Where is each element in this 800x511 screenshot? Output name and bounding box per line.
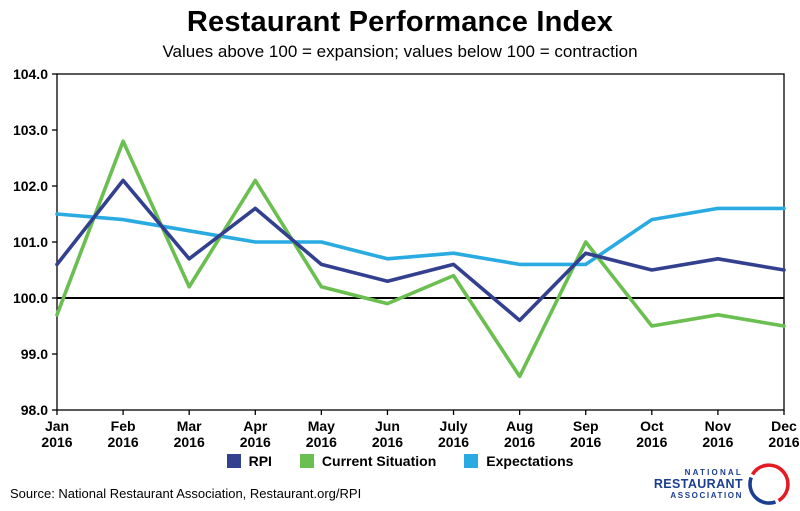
page-title: Restaurant Performance Index <box>186 6 614 38</box>
logo-line-restaurant: RESTAURANT <box>653 476 743 491</box>
legend-swatch <box>226 454 241 468</box>
logo-blue-arc <box>748 476 777 505</box>
chart-svg: 98.099.0100.0101.0102.0103.0104.0Jan2016… <box>13 66 800 448</box>
x-tick-year: 2016 <box>504 434 535 448</box>
series-line-current-situation <box>55 139 786 379</box>
y-tick-label: 101.0 <box>13 234 48 250</box>
x-tick-month: Mar <box>177 418 202 434</box>
x-tick-month: Nov <box>705 418 732 434</box>
nra-logo-circle-icon <box>748 463 790 505</box>
x-tick-month: Jun <box>375 418 400 434</box>
x-tick-month: Aug <box>506 418 533 434</box>
x-tick-year: 2016 <box>570 434 601 448</box>
x-tick-year: 2016 <box>41 434 72 448</box>
x-tick-month: Feb <box>111 418 136 434</box>
series-line-expectations <box>55 206 786 267</box>
legend-item: RPI <box>226 453 272 469</box>
x-tick-year: 2016 <box>768 434 799 448</box>
legend-label: Expectations <box>486 453 574 469</box>
y-tick-label: 104.0 <box>13 66 48 82</box>
source-text: Source: National Restaurant Association,… <box>10 486 362 501</box>
nra-logo-text: NATIONAL RESTAURANT ASSOCIATION <box>654 468 743 501</box>
logo-line-national: NATIONAL <box>684 467 743 477</box>
logo-red-arc <box>751 463 790 503</box>
legend-swatch <box>464 454 479 468</box>
y-tick-label: 103.0 <box>13 122 48 138</box>
x-tick-month: Sep <box>573 418 599 434</box>
x-tick-year: 2016 <box>306 434 337 448</box>
footer: Source: National Restaurant Association,… <box>10 461 792 507</box>
plot-frame <box>56 73 785 411</box>
x-tick-year: 2016 <box>240 434 271 448</box>
y-tick-label: 98.0 <box>21 402 48 418</box>
y-tick-label: 99.0 <box>21 346 48 362</box>
x-tick-year: 2016 <box>636 434 667 448</box>
logo-line-association: ASSOCIATION <box>670 491 743 501</box>
x-tick-year: 2016 <box>108 434 139 448</box>
x-tick-year: 2016 <box>174 434 205 448</box>
x-tick-month: July <box>440 418 468 434</box>
x-tick-month: May <box>308 418 335 434</box>
x-tick-month: Apr <box>243 418 268 434</box>
chart-legend: RPI Current Situation Expectations <box>0 450 800 472</box>
x-tick-year: 2016 <box>438 434 469 448</box>
legend-swatch <box>299 454 314 468</box>
x-tick-month: Jan <box>45 418 69 434</box>
legend-label: RPI <box>248 453 272 469</box>
legend-item: Current Situation <box>299 453 437 469</box>
legend-label: Current Situation <box>321 453 437 469</box>
legend-item: Expectations <box>464 453 573 469</box>
y-tick-label: 100.0 <box>13 290 48 306</box>
x-tick-year: 2016 <box>702 434 733 448</box>
y-tick-label: 102.0 <box>13 178 48 194</box>
x-tick-month: Oct <box>640 418 664 434</box>
nra-logo: NATIONAL RESTAURANT ASSOCIATION <box>654 461 792 507</box>
x-tick-month: Dec <box>771 418 797 434</box>
chart-subtitle: Values above 100 = expansion; values bel… <box>162 42 638 61</box>
series-line-rpi <box>55 178 786 323</box>
x-tick-year: 2016 <box>372 434 403 448</box>
